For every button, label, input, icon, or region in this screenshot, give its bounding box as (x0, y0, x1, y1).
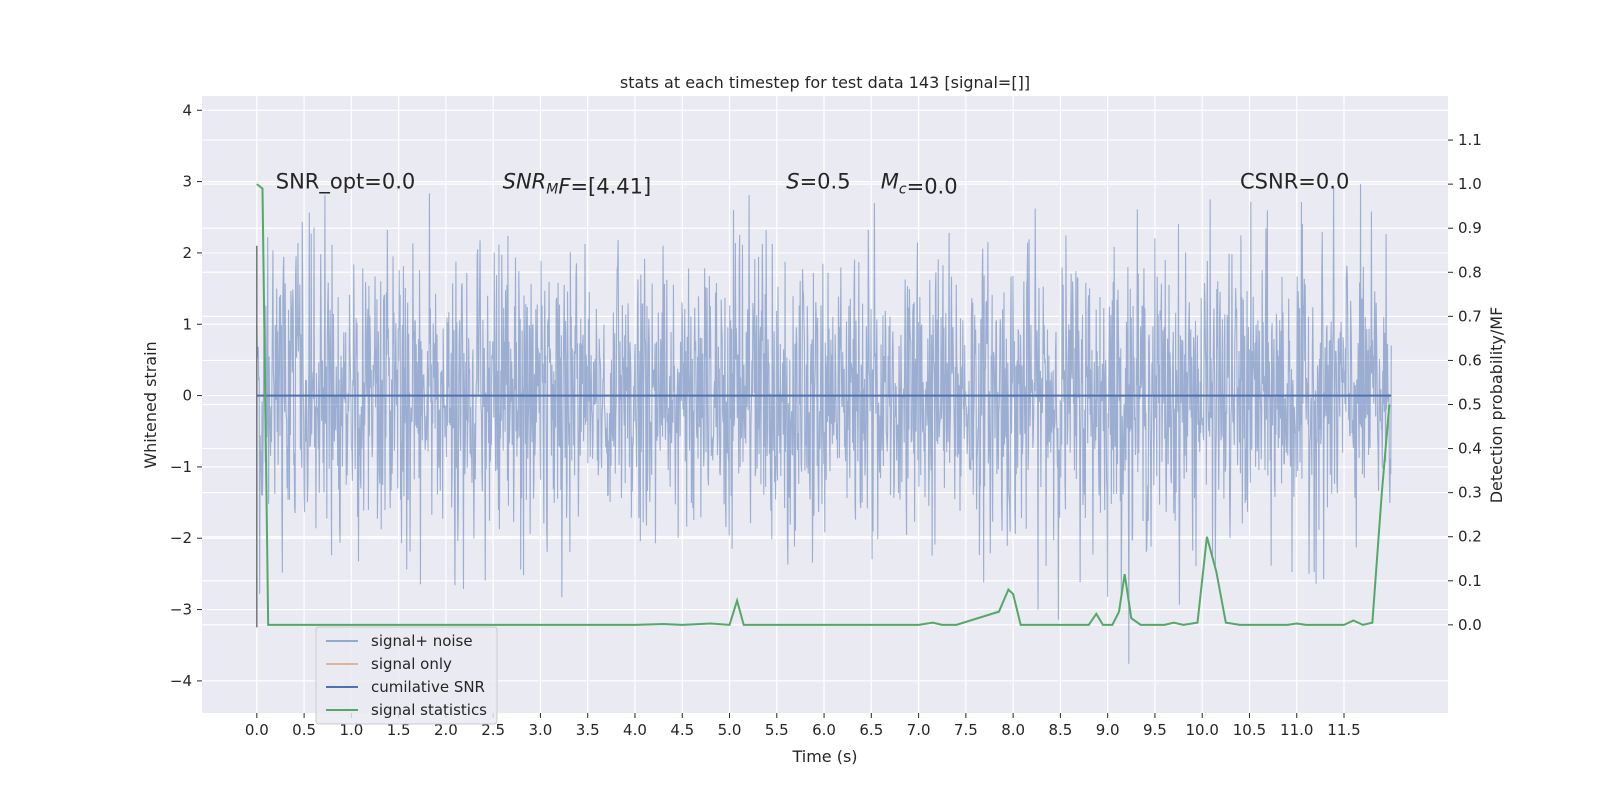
x-tick-label: 4.5 (670, 721, 694, 739)
x-tick-label: 0.0 (245, 721, 269, 739)
y-right-axis-label: Detection probability/MF (1487, 307, 1506, 504)
y-left-tick-label: 3 (182, 173, 192, 191)
y-right-tick-label: 0.7 (1458, 307, 1482, 325)
y-right-tick-label: 0.9 (1458, 219, 1482, 237)
x-tick-label: 6.5 (859, 721, 883, 739)
x-tick-label: 8.0 (1001, 721, 1025, 739)
grid (202, 96, 1448, 713)
x-tick-label: 3.0 (529, 721, 553, 739)
x-tick-label: 3.5 (576, 721, 600, 739)
series-line-signal-noise (256, 183, 1392, 664)
y-left-tick-label: −1 (170, 458, 192, 476)
y-left-tick-label: 1 (182, 315, 192, 333)
y-left-tick-label: 2 (182, 244, 192, 262)
series-signal-noise (256, 183, 1392, 664)
y-right-axis-ticks: 1.1 1.0 0.9 0.8 0.7 0.6 0.5 0.4 0.3 0.2 0.1 0.0 (1448, 131, 1482, 634)
y-right-tick-label: 0.6 (1458, 351, 1482, 369)
x-tick-label: 7.0 (907, 721, 931, 739)
series-line-signal-statistics (256, 183, 1391, 626)
x-tick-label: 10.5 (1233, 721, 1266, 739)
x-axis-label: Time (s) (791, 747, 857, 766)
x-tick-label: 7.5 (954, 721, 978, 739)
y-right-tick-label: 0.0 (1458, 616, 1482, 634)
x-tick-label: 6.0 (812, 721, 836, 739)
y-right-tick-label: 1.0 (1458, 175, 1482, 193)
y-right-tick-label: 0.8 (1458, 263, 1482, 281)
x-tick-label: 9.0 (1096, 721, 1120, 739)
legend-label: cumilative SNR (371, 678, 485, 696)
x-tick-label: 1.0 (339, 721, 363, 739)
y-right-tick-label: 0.1 (1458, 572, 1482, 590)
legend-label: signal only (371, 655, 452, 673)
legend-label: signal statistics (371, 701, 487, 719)
annotations: SNR_opt=0.0 SNRMF=[4.41] S=0.5 Mc=0.0 CSNR=0… (276, 170, 1350, 199)
x-tick-label: 11.0 (1280, 721, 1313, 739)
annotation-text: CSNR=0.0 (1240, 170, 1349, 194)
annotation-text: SNRMF=[4.41] (503, 170, 652, 199)
annotation-text: Mc=0.0 (881, 170, 958, 199)
y-left-axis-label: Whitened strain (141, 341, 160, 468)
x-tick-label: 2.5 (481, 721, 505, 739)
y-right-tick-label: 0.3 (1458, 484, 1482, 502)
legend: signal+ noise signal only cumilative SNR si… (315, 626, 498, 725)
x-tick-label: 5.0 (718, 721, 742, 739)
y-right-tick-label: 0.5 (1458, 396, 1482, 414)
x-axis-ticks: 0.0 0.5 1.0 1.5 2.0 2.5 3.0 3.5 4.0 4.5 5.0 5.5 6.0 6… (245, 713, 1361, 739)
x-tick-label: 8.5 (1048, 721, 1072, 739)
y-left-axis-ticks: 4 3 2 1 0 −1 −2 −3 −4 (170, 101, 202, 690)
y-left-tick-label: 0 (182, 387, 192, 405)
y-left-tick-label: 4 (182, 101, 192, 119)
x-tick-label: 9.5 (1143, 721, 1167, 739)
x-tick-label: 10.0 (1186, 721, 1219, 739)
x-tick-label: 2.0 (434, 721, 458, 739)
legend-box (315, 626, 498, 725)
x-tick-label: 11.5 (1327, 721, 1360, 739)
y-right-tick-label: 0.2 (1458, 528, 1482, 546)
x-tick-label: 4.0 (623, 721, 647, 739)
chart-title: stats at each timestep for test data 143… (620, 73, 1030, 92)
x-tick-label: 0.5 (292, 721, 316, 739)
series-layer (256, 183, 1392, 664)
x-tick-label: 1.5 (387, 721, 411, 739)
y-left-tick-label: −4 (170, 672, 192, 690)
y-left-tick-label: −2 (170, 529, 192, 547)
annotation-text: S=0.5 (786, 170, 850, 194)
y-right-tick-label: 0.4 (1458, 440, 1482, 458)
y-right-tick-label: 1.1 (1458, 131, 1482, 149)
x-tick-label: 5.5 (765, 721, 789, 739)
y-left-tick-label: −3 (170, 601, 192, 619)
annotation-text: SNR_opt=0.0 (276, 170, 416, 195)
legend-label: signal+ noise (371, 632, 473, 650)
